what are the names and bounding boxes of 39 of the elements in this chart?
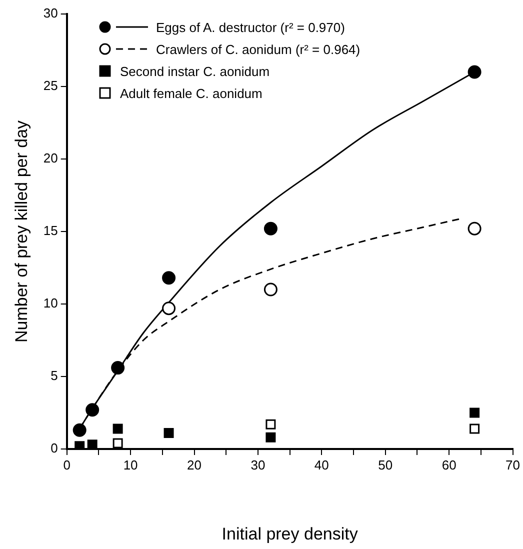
- legend-label: Adult female C. aonidum: [120, 86, 262, 100]
- point: [74, 441, 85, 449]
- x-tick-label: 20: [187, 457, 202, 472]
- point: [470, 408, 480, 418]
- legend-label: Second instar C. aonidum: [120, 64, 270, 78]
- x-tick-label: 70: [506, 457, 520, 472]
- point: [470, 424, 480, 434]
- point: [112, 424, 123, 434]
- legend-label: Eggs of A. destructor (r² = 0.970): [156, 20, 345, 34]
- point: [264, 282, 278, 296]
- y-tick-label: 25: [43, 78, 58, 94]
- y-tick-label: 5: [50, 368, 58, 384]
- y-axis-title: Number of prey killed per day: [12, 120, 31, 343]
- point: [468, 65, 482, 79]
- point: [264, 222, 278, 236]
- y-tick-label: 10: [43, 296, 58, 311]
- y-tick-label: 20: [43, 150, 58, 166]
- x-tick-label: 30: [250, 457, 266, 472]
- x-axis-title: Initial prey density: [222, 524, 358, 544]
- point: [162, 271, 176, 285]
- point: [162, 302, 176, 316]
- y-tick-label: 15: [43, 223, 58, 238]
- point: [266, 432, 276, 442]
- x-tick-label: 40: [314, 457, 329, 472]
- point: [87, 440, 98, 449]
- legend-label: Crawlers of C. aonidum (r² = 0.964): [156, 42, 360, 56]
- point: [164, 428, 174, 438]
- x-tick-label: 50: [378, 457, 393, 472]
- y-tick-label: 0: [50, 440, 58, 456]
- x-tick-label: 10: [123, 457, 138, 472]
- point: [468, 222, 482, 236]
- point: [72, 423, 86, 437]
- point: [112, 438, 123, 448]
- point: [266, 419, 276, 430]
- point: [111, 361, 125, 375]
- x-tick-label: 60: [442, 457, 456, 472]
- y-tick-label: 30: [43, 6, 58, 21]
- point: [86, 403, 100, 417]
- x-tick-label: 0: [63, 457, 70, 472]
